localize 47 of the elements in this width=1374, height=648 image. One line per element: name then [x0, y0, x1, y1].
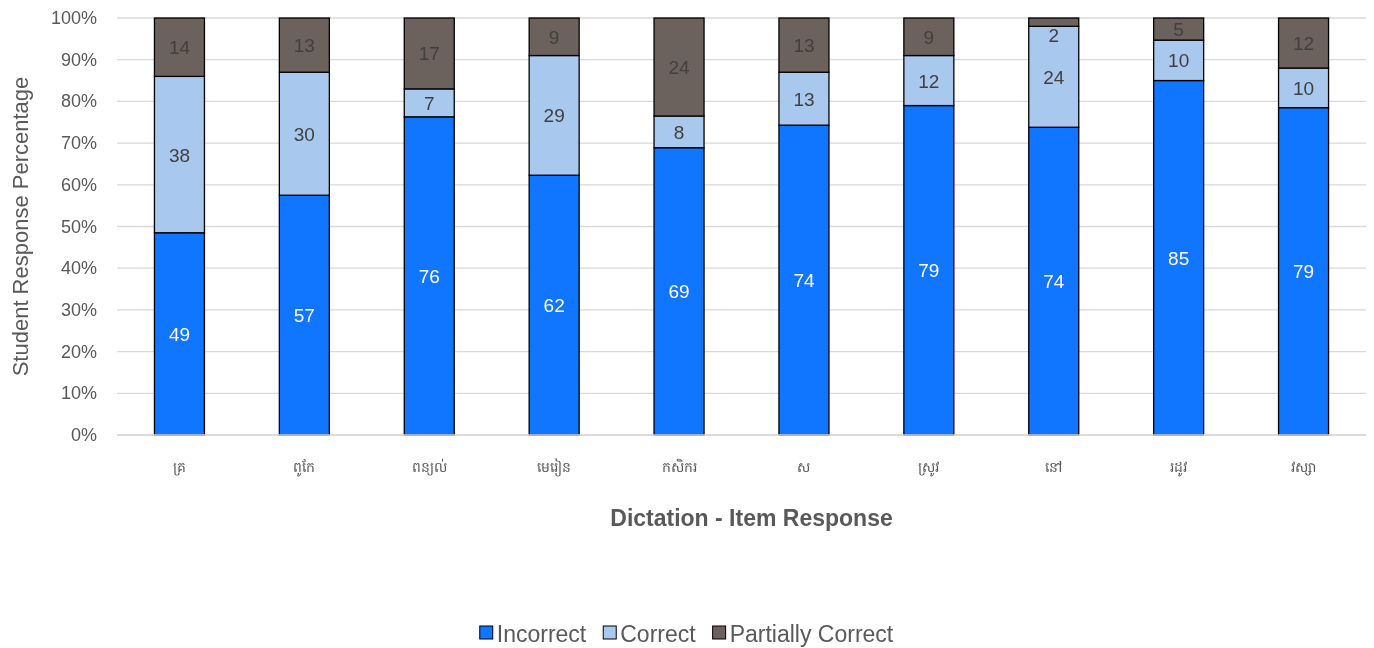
legend-label: Correct [620, 621, 697, 647]
x-tick-label: នៅ [1045, 459, 1063, 475]
y-tick-label: 50% [60, 216, 97, 237]
x-tick-label: គ្រ [172, 459, 186, 476]
y-tick-label: 80% [60, 91, 97, 112]
x-tick-label: វស្សា [1291, 459, 1317, 476]
data-label: 2 [1048, 25, 1060, 46]
data-label: 57 [293, 305, 315, 327]
data-label: 49 [168, 323, 191, 345]
x-tick-label: មេរៀន [537, 458, 572, 477]
y-tick-label: 0% [70, 425, 97, 445]
y-tick-label: 40% [60, 258, 97, 279]
data-label: 79 [1292, 261, 1315, 283]
data-label: 10 [1168, 50, 1190, 72]
data-label: 30 [293, 123, 315, 145]
x-tick-label: កសិករ [661, 458, 697, 475]
y-tick-label: 30% [60, 299, 97, 320]
data-label: 76 [418, 265, 440, 287]
data-label: 85 [1168, 247, 1190, 269]
y-tick-label: 100% [50, 8, 97, 28]
data-label: 29 [543, 105, 565, 127]
data-label: 7 [423, 92, 435, 114]
y-axis-title: Student Response Percentage [8, 76, 33, 377]
x-axis-title: Dictation - Item Response [610, 505, 893, 531]
data-label: 79 [918, 260, 940, 282]
data-label: 62 [543, 295, 565, 317]
y-tick-label: 20% [60, 341, 97, 362]
x-tick-label: ស [797, 459, 811, 475]
data-label: 24 [1043, 66, 1065, 88]
y-tick-label: 90% [60, 49, 97, 70]
y-tick-label: 70% [60, 133, 97, 154]
y-tick-label: 60% [60, 174, 97, 195]
x-tick-label: ពន្យល់ [411, 458, 447, 476]
data-label: 8 [673, 121, 685, 143]
legend-label: Incorrect [496, 621, 587, 647]
data-label: 38 [168, 144, 191, 166]
x-tick-label: ស្រូវ [918, 459, 941, 477]
data-label: 74 [1043, 271, 1065, 293]
data-label: 10 [1292, 77, 1315, 99]
x-tick-label: រដូវ [1170, 459, 1189, 477]
data-label: 69 [668, 281, 690, 303]
data-label: 13 [793, 88, 815, 110]
x-tick-label: ពូកែ [293, 459, 316, 477]
y-tick-label: 10% [60, 383, 97, 404]
data-label: 12 [918, 70, 940, 92]
data-label: 74 [793, 270, 815, 292]
legend-label: Partially Correct [729, 621, 894, 647]
